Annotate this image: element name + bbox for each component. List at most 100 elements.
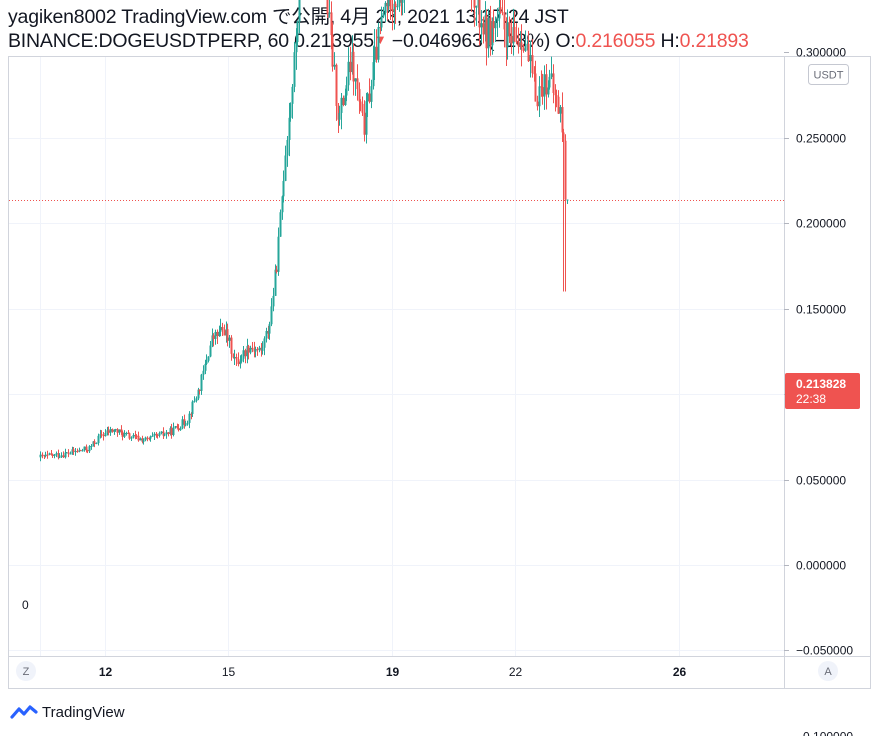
candle-body[interactable] [176,426,179,429]
candle-body[interactable] [349,61,352,73]
candle-body[interactable] [342,97,345,106]
candle-body[interactable] [153,433,156,436]
candle-body[interactable] [263,338,266,348]
candle-body[interactable] [520,42,523,49]
tradingview-branding[interactable]: TradingView [10,703,125,721]
candle-body[interactable] [368,93,371,102]
candle-body[interactable] [228,337,231,341]
candle-body[interactable] [93,441,96,444]
candle-body[interactable] [491,21,494,46]
candle-body[interactable] [373,46,376,63]
candle-body[interactable] [146,437,149,439]
candle-body[interactable] [211,335,214,346]
candle-body[interactable] [221,327,224,331]
candle-body[interactable] [393,3,396,12]
candle-body[interactable] [62,455,65,458]
candle-body[interactable] [279,212,282,237]
candle-body[interactable] [125,432,128,434]
candle-body[interactable] [366,93,369,102]
candle-body[interactable] [69,453,72,455]
candle-body[interactable] [50,453,53,455]
currency-badge[interactable]: USDT [808,64,849,85]
candle-body[interactable] [207,356,210,361]
candle-body[interactable] [265,330,268,339]
candle-body[interactable] [76,451,79,453]
candle-body[interactable] [268,324,271,334]
candle-body[interactable] [132,435,135,438]
candle-body[interactable] [160,431,163,434]
candle-body[interactable] [372,62,375,87]
candle-body[interactable] [239,361,242,365]
candle-body[interactable] [501,11,504,14]
candle-body[interactable] [370,86,373,102]
candle-body[interactable] [335,64,338,106]
candle-body[interactable] [81,450,84,452]
candle-body[interactable] [240,358,243,362]
candle-body[interactable] [485,15,488,49]
candle-body[interactable] [130,437,133,439]
candle-body[interactable] [375,46,378,60]
candle-body[interactable] [113,430,116,432]
candle-body[interactable] [333,64,336,67]
candle-body[interactable] [162,431,165,436]
candle-body[interactable] [522,48,525,51]
candle-body[interactable] [95,443,98,445]
candle-body[interactable] [538,86,541,107]
candle-body[interactable] [515,41,518,43]
candle-body[interactable] [120,429,123,432]
candle-body[interactable] [380,16,383,28]
candle-body[interactable] [226,329,229,341]
candle-body[interactable] [291,86,294,104]
candle-body[interactable] [531,55,534,74]
candle-body[interactable] [251,347,254,350]
candle-body[interactable] [148,438,151,440]
candle-body[interactable] [109,429,112,433]
candle-body[interactable] [172,427,175,436]
candle-body[interactable] [258,347,261,350]
candle-body[interactable] [83,446,86,451]
candle-body[interactable] [562,132,565,141]
candle-body[interactable] [156,434,159,436]
candle-body[interactable] [202,370,205,375]
candle-body[interactable] [527,43,530,62]
candle-body[interactable] [513,27,516,42]
auto-scale-a-button[interactable]: A [818,661,838,681]
candle-body[interactable] [547,87,550,95]
candle-body[interactable] [256,349,259,351]
candle-body[interactable] [218,331,221,337]
candle-body[interactable] [344,95,347,106]
candle-body[interactable] [58,456,61,458]
candle-body[interactable] [541,87,544,97]
candle-body[interactable] [64,452,67,458]
candle-body[interactable] [328,12,331,14]
candle-body[interactable] [545,74,548,95]
candle-body[interactable] [118,429,121,433]
candle-body[interactable] [233,356,236,358]
candle-body[interactable] [489,17,492,46]
candle-body[interactable] [155,433,158,435]
time-axis[interactable]: 12 15 19 22 26 [99,665,687,679]
candle-body[interactable] [116,429,119,433]
candle-body[interactable] [165,432,168,435]
candle-body[interactable] [295,42,298,53]
candle-body[interactable] [79,449,82,451]
candle-body[interactable] [65,452,68,454]
candle-body[interactable] [396,6,399,8]
candle-body[interactable] [365,101,368,135]
candle-body[interactable] [44,454,47,457]
candle-body[interactable] [100,434,103,436]
candle-body[interactable] [142,440,145,442]
candle-body[interactable] [394,3,397,7]
candle-body[interactable] [51,454,54,456]
candle-body[interactable] [550,73,553,77]
candle-body[interactable] [139,438,142,441]
candle-body[interactable] [534,73,537,102]
candle-body[interactable] [232,353,235,358]
candle-body[interactable] [184,424,187,426]
candle-body[interactable] [478,0,481,28]
candle-body[interactable] [216,331,219,337]
candle-body[interactable] [244,350,247,357]
candle-body[interactable] [205,360,208,364]
candle-body[interactable] [97,435,100,444]
candle-body[interactable] [494,21,497,29]
